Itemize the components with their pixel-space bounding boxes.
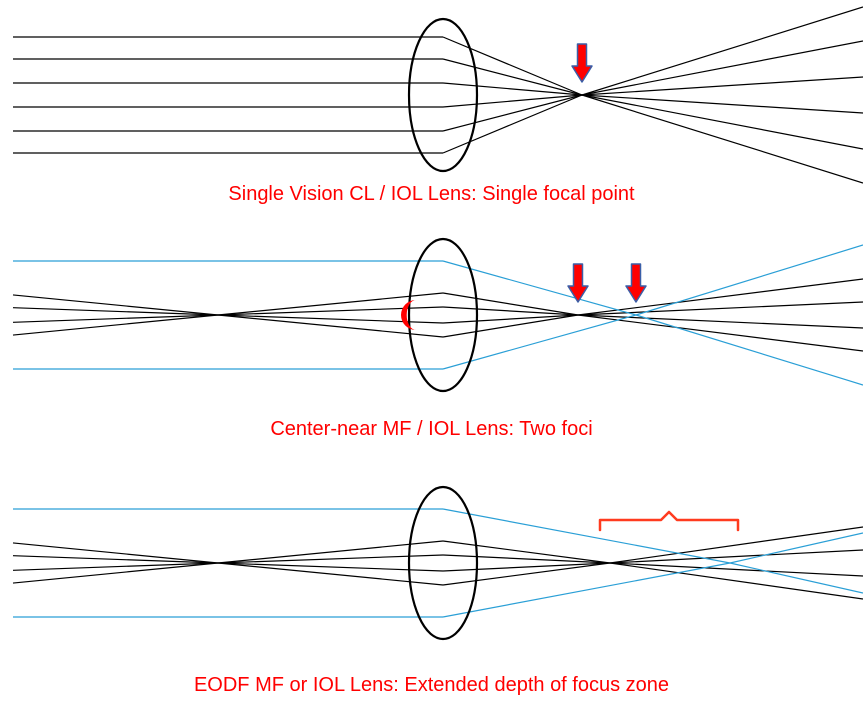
optics-diagram-figure [0, 0, 863, 714]
diagram-svg [0, 0, 863, 714]
caption-eodf: EODF MF or IOL Lens: Extended depth of f… [0, 674, 863, 697]
caption-single-vision: Single Vision CL / IOL Lens: Single foca… [0, 183, 863, 206]
caption-center-near: Center-near MF / IOL Lens: Two foci [0, 418, 863, 441]
